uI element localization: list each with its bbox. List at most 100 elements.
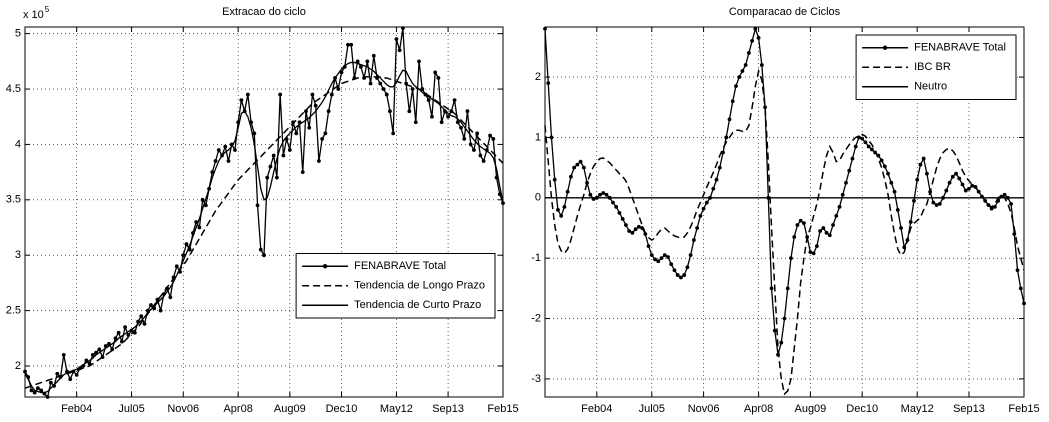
data-point: [915, 177, 920, 182]
data-point: [116, 330, 121, 335]
data-point: [556, 207, 560, 212]
data-point: [970, 183, 975, 188]
y-tick-label: -2: [531, 312, 541, 324]
data-point: [184, 242, 189, 247]
x-tick-label: Aug09: [274, 403, 306, 415]
data-point: [834, 214, 839, 218]
data-point: [869, 147, 874, 152]
data-point: [223, 144, 228, 149]
data-point: [417, 59, 421, 64]
data-point: [944, 188, 949, 193]
data-point: [300, 170, 305, 175]
data-point: [578, 159, 583, 164]
data-point: [850, 156, 855, 161]
y-multiplier-exponent: 5: [45, 5, 50, 14]
data-point: [866, 144, 871, 149]
data-point: [937, 201, 942, 206]
y-tick-label: -1: [531, 252, 541, 264]
data-point: [149, 303, 153, 307]
x-tick-label: May12: [380, 403, 413, 415]
data-point: [847, 168, 852, 173]
data-point: [491, 136, 496, 141]
y-tick-label: 3.5: [6, 194, 21, 206]
data-point: [413, 120, 418, 125]
data-point: [216, 148, 221, 152]
y-multiplier: x 10: [23, 9, 44, 21]
data-point: [368, 81, 373, 86]
chart-title: Extracao do ciclo: [222, 6, 306, 18]
data-point: [113, 336, 118, 341]
data-point: [48, 380, 53, 385]
data-point: [727, 117, 732, 122]
data-point: [174, 264, 179, 269]
x-tick-label: Apr08: [744, 403, 773, 415]
data-point: [837, 204, 842, 209]
data-point: [336, 87, 341, 91]
data-point: [611, 200, 615, 205]
data-point: [29, 388, 34, 393]
series-line: [544, 68, 1025, 396]
data-point: [717, 165, 722, 170]
data-point: [294, 131, 299, 136]
data-point: [827, 233, 832, 238]
data-point: [32, 390, 37, 395]
data-point: [824, 230, 829, 235]
data-point: [239, 98, 244, 103]
data-point: [365, 59, 370, 64]
data-point: [701, 206, 706, 211]
x-tick-label: Feb15: [487, 403, 518, 415]
data-point: [472, 148, 476, 152]
data-point: [455, 120, 460, 125]
data-point: [821, 226, 826, 230]
data-point: [756, 35, 761, 40]
chart-title: Comparacao de Ciclos: [729, 6, 841, 18]
data-point: [675, 273, 680, 277]
data-point: [391, 131, 396, 136]
data-point: [989, 206, 994, 211]
data-point: [358, 64, 363, 69]
data-point: [895, 207, 900, 212]
data-point: [430, 114, 434, 119]
data-point: [792, 235, 797, 239]
x-tick-label: Feb04: [61, 403, 92, 415]
data-point: [925, 171, 929, 176]
data-point: [568, 174, 573, 179]
data-point: [258, 247, 263, 252]
data-point: [378, 81, 383, 86]
data-point: [604, 192, 609, 197]
data-point: [785, 286, 790, 291]
data-point: [918, 162, 923, 167]
legend-marker: [882, 45, 888, 50]
data-point: [957, 176, 962, 181]
data-point: [802, 221, 806, 226]
data-point: [759, 63, 764, 67]
data-point: [275, 175, 279, 180]
data-point: [614, 204, 619, 209]
data-point: [278, 92, 283, 97]
data-point: [397, 48, 402, 53]
plot-area: [25, 27, 503, 397]
data-point: [271, 153, 276, 158]
x-tick-label: Sep13: [953, 403, 985, 415]
data-point: [620, 217, 625, 221]
data-point: [255, 203, 260, 208]
data-point: [772, 328, 777, 333]
x-tick-label: Jul05: [118, 403, 144, 415]
data-point: [931, 200, 936, 205]
data-point: [233, 148, 237, 152]
data-point: [281, 153, 286, 158]
data-point: [197, 225, 202, 230]
data-point: [559, 214, 564, 218]
data-point: [598, 192, 602, 197]
data-point: [746, 51, 751, 55]
data-point: [889, 180, 894, 185]
data-point: [659, 256, 664, 261]
data-point: [1002, 192, 1007, 197]
legend-marker: [322, 264, 328, 269]
data-point: [844, 180, 848, 185]
data-point: [546, 81, 551, 86]
data-point: [346, 42, 350, 47]
legend: FENABRAVE Total Tendencia de Longo Prazo T…: [295, 253, 496, 319]
data-point: [384, 92, 389, 97]
